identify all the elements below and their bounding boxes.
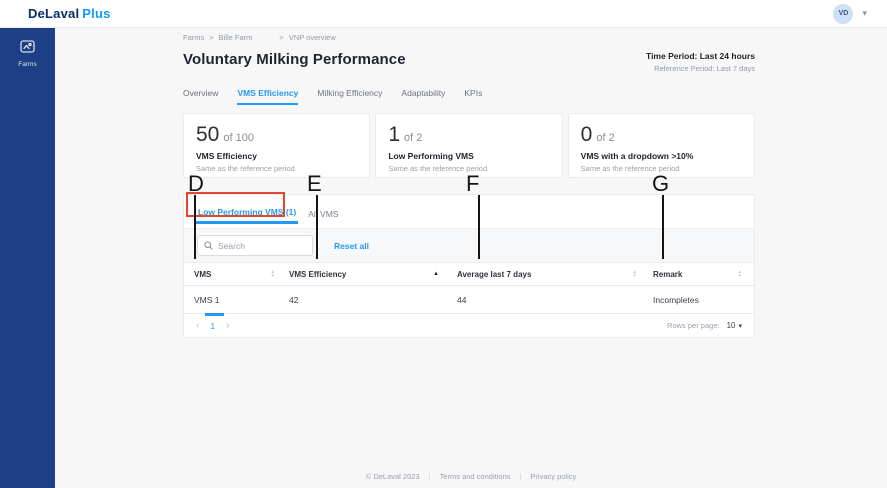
reset-all-link[interactable]: Reset all [334,240,369,251]
breadcrumb-farm-name[interactable]: Bille Farm [218,33,253,42]
previous-page-icon[interactable]: ‹ [196,320,200,331]
card-suffix: of 2 [596,132,615,144]
footer: © DeLaval 2023 | Terms and conditions | … [55,472,887,481]
chevron-down-icon: ▾ [738,322,742,330]
column-header-vms-efficiency[interactable]: VMS Efficiency ▲ [289,270,457,279]
table-row[interactable]: VMS 1 42 44 Incompletes [184,286,754,314]
rows-per-page: Rows per page: 10 ▾ [667,321,742,330]
nav-tabs: Overview VMS Efficiency Milking Efficien… [183,88,755,105]
time-period-text: Time Period: Last 24 hours [646,51,755,61]
reference-period-text: Reference Period: Last 7 days [654,64,755,73]
tab-all-vms[interactable]: All VMS [308,209,339,219]
pagination: ‹ 1 › Rows per page: 10 ▾ [184,313,754,337]
card-subtext: Same as the reference period [580,164,680,173]
card-vms-efficiency: 50 of 100 VMS Efficiency Same as the ref… [183,113,371,178]
card-vms-dropdown: 0 of 2 VMS with a dropdown >10% Same as … [567,113,755,178]
card-suffix: of 100 [223,132,254,144]
terms-link[interactable]: Terms and conditions [439,472,511,481]
rows-per-page-value: 10 [726,321,736,330]
footer-divider: | [428,472,431,481]
card-value: 50 [196,123,220,146]
breadcrumb-page[interactable]: VNP overview [288,33,336,42]
card-low-performing-vms: 1 of 2 Low Performing VMS Same as the re… [375,113,563,178]
tab-overview[interactable]: Overview [183,88,219,98]
card-value: 1 [388,123,401,146]
cell-remark: Incompletes [653,294,699,305]
logo-text-accent: Plus [82,6,111,21]
card-subtext: Same as the reference period [196,164,295,173]
page-number[interactable]: 1 [210,320,216,331]
sort-icon[interactable]: ▲ ▼ [632,269,637,278]
column-header-average[interactable]: Average last 7 days ▲ ▼ [457,270,653,279]
sort-asc-icon[interactable]: ▲ [433,271,439,277]
main-content: Farms > Bille Farm > VNP overview Volunt… [55,28,887,488]
column-label: Remark [653,269,683,279]
page-title: Voluntary Milking Performance [183,51,406,68]
tab-vms-efficiency[interactable]: VMS Efficiency [237,88,299,105]
logo-text-primary: DeLaval [28,6,80,21]
sort-icon[interactable]: ▲ ▼ [270,269,275,278]
sidebar: Farms [0,28,55,488]
vms-table-panel: Low Performing VMS (1) All VMS Reset all… [183,194,755,338]
sidebar-item-label: Farms [18,61,37,68]
tab-kpis[interactable]: KPIs [464,88,483,98]
card-label: VMS with a dropdown >10% [580,151,694,161]
cell-efficiency: 42 [289,294,299,305]
footer-divider: | [519,472,522,481]
copyright-text: © DeLaval 2023 [365,472,420,481]
stat-cards: 50 of 100 VMS Efficiency Same as the ref… [183,113,755,178]
next-page-icon[interactable]: › [226,320,230,331]
tab-low-performing-vms[interactable]: Low Performing VMS (1) [196,207,299,224]
tab-milking-efficiency[interactable]: Milking Efficiency [317,88,383,98]
breadcrumb: Farms > Bille Farm > VNP overview [183,33,755,42]
column-header-vms[interactable]: VMS ▲ ▼ [194,270,289,279]
time-period-block: Time Period: Last 24 hours Reference Per… [646,51,755,73]
sort-icon[interactable]: ▲ ▼ [737,269,742,278]
card-label: VMS Efficiency [196,151,257,161]
search-input[interactable] [218,240,306,251]
user-menu[interactable]: VD ▾ [833,3,867,24]
breadcrumb-farms[interactable]: Farms [183,33,205,42]
column-label: VMS [194,269,212,279]
rows-per-page-label: Rows per page: [667,321,720,330]
card-value: 0 [580,123,593,146]
cell-vms: VMS 1 [194,294,220,305]
privacy-link[interactable]: Privacy policy [530,472,577,481]
breadcrumb-separator: > [209,33,214,42]
search-box[interactable] [197,235,313,256]
card-subtext: Same as the reference period [388,164,488,173]
cell-average: 44 [457,294,467,305]
farm-icon [20,39,35,58]
search-icon [204,237,213,255]
table-header-row: VMS ▲ ▼ VMS Efficiency ▲ Average last 7 d… [184,263,754,286]
card-suffix: of 2 [404,132,423,144]
avatar[interactable]: VD [833,3,854,24]
table-tabs: Low Performing VMS (1) All VMS [184,195,754,228]
rows-per-page-select[interactable]: 10 ▾ [727,321,742,330]
column-label: Average last 7 days [457,269,532,279]
active-page-indicator [205,313,224,316]
breadcrumb-separator: > [279,33,284,42]
sidebar-item-farms[interactable]: Farms [0,28,55,68]
tab-adaptability[interactable]: Adaptability [401,88,446,98]
delaval-plus-logo[interactable]: DeLaval Plus [28,6,111,21]
column-header-remark[interactable]: Remark ▲ ▼ [653,270,744,279]
card-label: Low Performing VMS [388,151,474,161]
chevron-down-icon[interactable]: ▾ [862,8,867,18]
column-label: VMS Efficiency [289,269,347,279]
top-bar: DeLaval Plus VD ▾ [0,0,887,28]
filter-row: Reset all [184,228,754,263]
